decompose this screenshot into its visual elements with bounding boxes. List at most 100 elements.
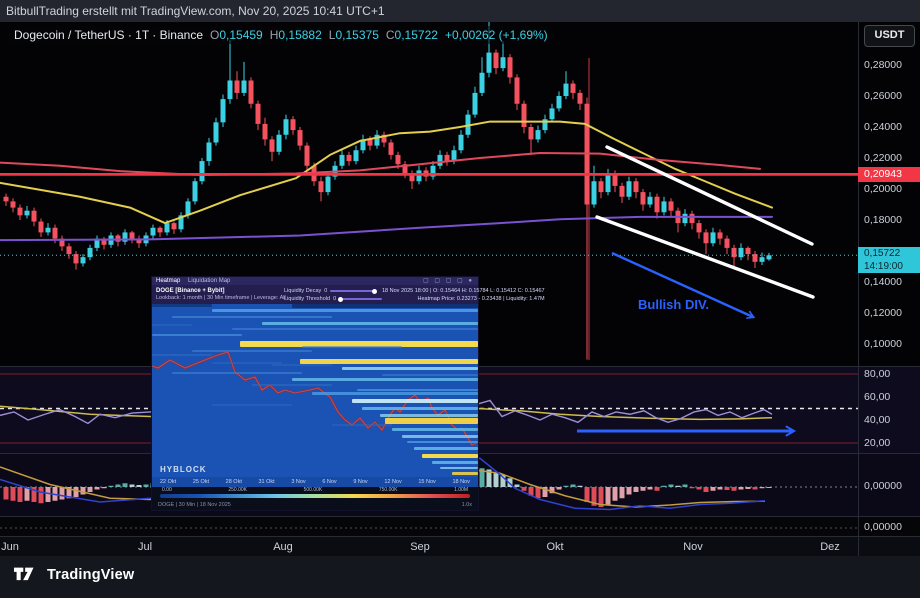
price-axis-label: 0,12000 xyxy=(864,307,902,319)
heatmap-date-label: 28 Okt xyxy=(225,479,242,485)
liquidity-heatmap[interactable]: HYBLOCK xyxy=(152,304,478,477)
liquidity-band xyxy=(212,362,282,364)
macd-axis-label: 0,00000 xyxy=(864,480,902,492)
time-axis-label: Jun xyxy=(1,541,19,553)
footer-bar xyxy=(0,556,920,598)
liquidity-band xyxy=(312,392,478,395)
time-axis-label: Nov xyxy=(683,541,703,553)
slider-handle[interactable] xyxy=(338,296,344,302)
tradingview-logo-icon xyxy=(14,567,34,581)
time-axis-label: Jul xyxy=(137,541,153,553)
window-title-bar: BitbullTrading erstellt mit TradingView.… xyxy=(0,0,920,22)
time-axis[interactable] xyxy=(0,537,920,556)
rsi-axis-label: 40,00 xyxy=(864,414,891,426)
liquidity-band xyxy=(152,304,212,307)
price-axis-label: 0,22000 xyxy=(864,152,902,164)
bar-countdown: 14:19:00 xyxy=(864,261,903,272)
hyblock-settings-summary: Lookback: 1 month | 30 Min timeframe | L… xyxy=(156,295,286,301)
last-price-badge[interactable]: 0,15722 14:19:00 xyxy=(858,247,920,273)
color-scale-tick: 500.00K xyxy=(303,487,323,493)
liquidity-band xyxy=(152,334,242,336)
liquidity-color-scale: 0.00 250.00K 500.00K 750.00K 1.00M xyxy=(152,487,478,499)
liquidity-band xyxy=(240,341,478,347)
slider-handle[interactable] xyxy=(372,288,378,294)
tradingview-wordmark: TradingView xyxy=(47,567,135,583)
liquidity-threshold-value: 0 xyxy=(333,296,337,302)
hyblock-window-icons[interactable]: ▢ ▢ ▢ ▢ ● xyxy=(423,278,474,284)
color-scale-tick: 0.00 xyxy=(162,487,172,493)
title-bar-text: BitbullTrading erstellt mit TradingView.… xyxy=(6,4,385,18)
liquidity-band xyxy=(232,328,478,330)
tab-liquidation-map[interactable]: Liquidation Map xyxy=(188,278,231,284)
price-axis-label: 0,24000 xyxy=(864,121,902,133)
hyblock-status-left: DOGE | 30 Min | 18 Nov 2025 xyxy=(158,501,231,508)
liquidity-band xyxy=(357,389,478,391)
liquidity-decay-value: 0 xyxy=(324,288,328,294)
heatmap-date-label: 25 Okt xyxy=(192,479,210,485)
rsi-axis-label: 60,00 xyxy=(864,391,891,403)
heatmap-date-label: 9 Nov xyxy=(353,479,368,485)
liquidity-band xyxy=(272,364,332,366)
liquidity-decay-slider[interactable] xyxy=(330,288,378,294)
open-label: O xyxy=(210,28,220,42)
bullish-div-label[interactable]: Bullish DIV. xyxy=(638,297,710,312)
liquidity-band xyxy=(385,418,478,424)
price-axis-label: 0,28000 xyxy=(864,59,902,71)
liquidity-band xyxy=(362,407,478,410)
liquidity-band xyxy=(432,461,478,464)
pane2-axis-label: 0,00000 xyxy=(864,521,902,533)
hyblock-ohlc-readout: 18 Nov 2025 18:00 | O: 0.15464 H: 0.1578… xyxy=(382,288,545,294)
heatmap-date-label: 18 Nov xyxy=(452,479,470,485)
time-axis-label: Aug xyxy=(273,541,293,553)
hyblock-status-right: 1.0x xyxy=(461,501,472,508)
symbol-legend[interactable]: Dogecoin / TetherUS · 1T · Binance O0,154… xyxy=(8,26,554,44)
tab-heatmap[interactable]: Heatmap xyxy=(156,278,181,284)
heatmap-date-label: 15 Nov xyxy=(418,479,436,485)
hyblock-status-bar: DOGE | 30 Min | 18 Nov 2025 1.0x xyxy=(152,499,478,510)
color-scale-tick: 1.00M xyxy=(454,487,468,493)
heatmap-date-label: 6 Nov xyxy=(322,479,337,485)
alert-price-badge[interactable]: 0,20943 xyxy=(858,167,920,182)
liquidity-band xyxy=(252,384,332,386)
liquidity-band xyxy=(414,447,478,450)
liquidity-band xyxy=(292,304,478,308)
heatmap-date-axis: 22 Okt 25 Okt 28 Okt 31 Okt 3 Nov 6 Nov 9 Nov 1… xyxy=(152,477,478,487)
pane2-background[interactable] xyxy=(0,517,920,537)
liquidity-band xyxy=(262,322,478,325)
color-scale-tick: 250.00K xyxy=(228,487,247,493)
currency-toggle-button[interactable]: USDT xyxy=(864,25,915,47)
symbol-title[interactable]: Dogecoin / TetherUS · 1T · Binance xyxy=(14,28,203,42)
open-value: 0,15459 xyxy=(219,28,263,42)
time-axis-label: Okt xyxy=(546,541,564,553)
liquidity-band xyxy=(192,350,312,352)
hyblock-heatmap-overlay: Heatmap Liquidation Map ▢ ▢ ▢ ▢ ● DOGE [… xyxy=(152,277,545,510)
last-price-value: 0,15722 xyxy=(864,248,901,259)
low-label: L xyxy=(328,28,336,42)
close-value: 0,15722 xyxy=(394,28,438,42)
hyblock-tab-bar: Heatmap Liquidation Map ▢ ▢ ▢ ▢ ● xyxy=(152,277,478,285)
heatmap-date-label: 31 Okt xyxy=(258,479,275,485)
color-scale-gradient xyxy=(160,494,470,498)
liquidity-band xyxy=(152,324,192,326)
high-value: 0,15882 xyxy=(278,28,322,42)
close-label: C xyxy=(385,28,395,42)
liquidity-band xyxy=(302,346,402,348)
liquidity-band xyxy=(382,374,478,376)
price-axis-label: 0,20000 xyxy=(864,183,902,195)
pane-separator[interactable] xyxy=(0,516,920,517)
tradingview-brand[interactable]: TradingView xyxy=(14,567,134,583)
heatmap-date-label: 12 Nov xyxy=(384,479,402,485)
high-label: H xyxy=(269,28,279,42)
hyblock-price-readout: Heatmap Price: 0.23273 - 0.23438 | Liqui… xyxy=(417,296,545,302)
liquidity-band xyxy=(172,316,332,318)
liquidity-band xyxy=(152,354,212,356)
liquidity-band xyxy=(392,428,478,431)
liquidity-threshold-label: Liquidity Threshold xyxy=(284,296,331,302)
liquidity-band xyxy=(300,359,478,364)
rsi-axis-label: 20,00 xyxy=(864,437,891,449)
liquidity-threshold-slider[interactable] xyxy=(338,296,382,302)
liquidity-band xyxy=(292,378,478,381)
liquidity-band xyxy=(212,404,292,406)
liquidity-band xyxy=(402,435,478,438)
